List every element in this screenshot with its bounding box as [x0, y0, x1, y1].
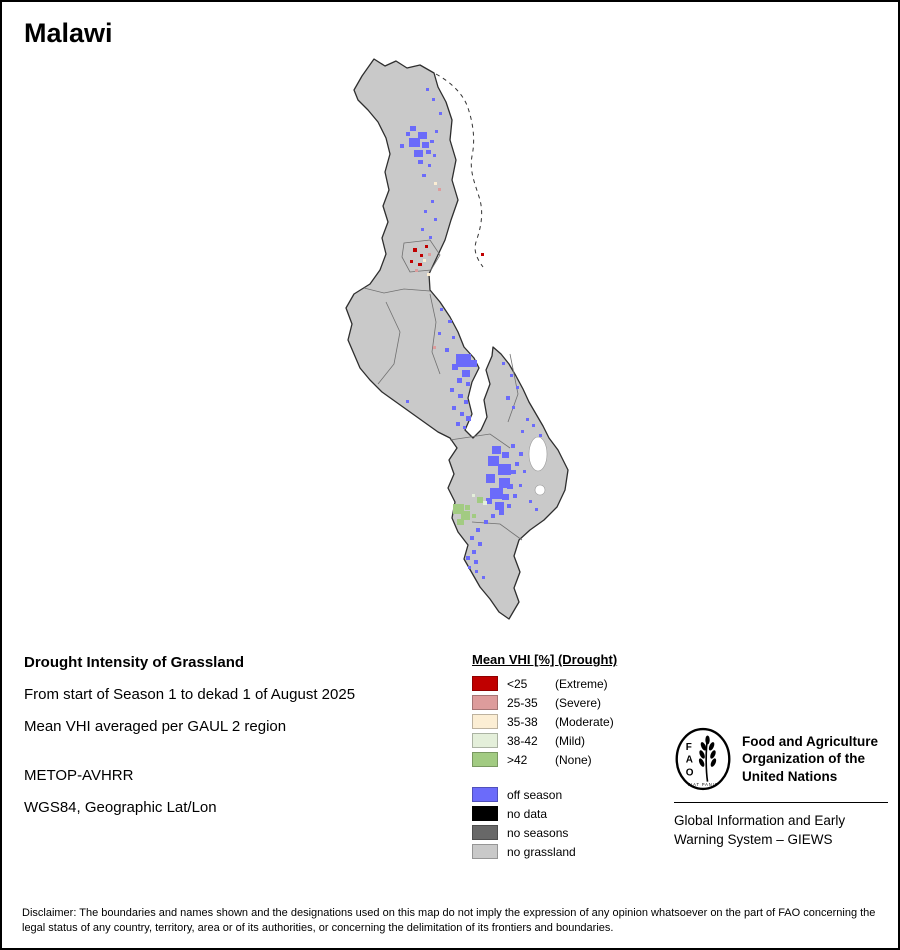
legend-row-severe: 25-35 (Severe): [472, 695, 687, 710]
legend-label: (Mild): [555, 733, 585, 748]
legend-label: no grassland: [507, 844, 576, 859]
severe-patches: [415, 188, 441, 349]
legend-label: (Moderate): [555, 714, 614, 729]
giews-line: Warning System – GIEWS: [674, 831, 833, 847]
legend-row-noseasons: no seasons: [472, 825, 687, 840]
legend-row-mild: 38-42 (Mild): [472, 733, 687, 748]
moderate-patches: [423, 182, 437, 276]
sensor-line: METOP-AVHRR: [24, 767, 134, 784]
extreme-patches: [410, 245, 484, 266]
disclaimer-text: Disclaimer: The boundaries and names sho…: [22, 907, 876, 934]
fao-identity: F A O FIAT PANIS Food and Agriculture Or…: [674, 726, 888, 792]
legend-row-none: >42 (None): [472, 752, 687, 767]
fao-name-line: United Nations: [742, 768, 838, 784]
fao-name-line: Food and Agriculture: [742, 733, 878, 749]
legend-swatch-none: [472, 752, 498, 767]
legend-swatch-moderate: [472, 714, 498, 729]
map-aggregation-line: Mean VHI averaged per GAUL 2 region: [24, 718, 287, 735]
map-period-line: From start of Season 1 to dekad 1 of Aug…: [24, 686, 356, 703]
legend-row-nograssland: no grassland: [472, 844, 687, 859]
legend-title: Mean VHI [%] (Drought): [472, 652, 618, 667]
map-subject-title: Drought Intensity of Grassland: [24, 654, 245, 671]
legend-label: off season: [507, 787, 563, 802]
legend-swatch-extreme: [472, 676, 498, 691]
giews-label: Global Information and Early Warning Sys…: [674, 812, 888, 850]
legend-range: <25: [507, 676, 528, 691]
legend: Mean VHI [%] (Drought) <25 (Extreme) 25-…: [472, 652, 687, 863]
fao-letter: O: [686, 767, 694, 778]
page-title: Malawi: [24, 18, 113, 48]
legend-row-nodata: no data: [472, 806, 687, 821]
legend-row-extreme: <25 (Extreme): [472, 676, 687, 691]
offseason-patches: [400, 88, 542, 579]
legend-range: 35-38: [507, 714, 538, 729]
legend-range: 25-35: [507, 695, 538, 710]
legend-label: (Severe): [555, 695, 602, 710]
fiat-panis-motto: FIAT PANIS: [688, 782, 719, 787]
fao-letter: F: [686, 742, 692, 753]
lake-chilwa-area: [528, 436, 548, 496]
fao-block: F A O FIAT PANIS Food and Agriculture Or…: [674, 726, 888, 850]
lake-boundary-dashed: [435, 73, 484, 268]
projection-line: WGS84, Geographic Lat/Lon: [24, 799, 217, 816]
legend-row-moderate: 35-38 (Moderate): [472, 714, 687, 729]
map-info-block: Drought Intensity of Grassland From star…: [24, 654, 454, 831]
legend-label: (Extreme): [555, 676, 608, 691]
legend-swatch-noseasons: [472, 825, 498, 840]
legend-label: (None): [555, 752, 592, 767]
legend-swatch-offseason: [472, 787, 498, 802]
fao-name-line: Organization of the: [742, 751, 865, 767]
legend-range: 38-42: [507, 733, 538, 748]
fao-logo-icon: F A O FIAT PANIS: [675, 727, 731, 791]
footer-divider: [674, 802, 888, 803]
giews-line: Global Information and Early: [674, 813, 846, 828]
legend-swatch-severe: [472, 695, 498, 710]
fao-organization-name: Food and Agriculture Organization of the…: [742, 733, 878, 786]
legend-row-offseason: off season: [472, 787, 687, 802]
legend-label: no seasons: [507, 825, 569, 840]
country-shape: [345, 58, 569, 620]
legend-swatch-mild: [472, 733, 498, 748]
legend-spacer: [472, 771, 687, 787]
legend-label: no data: [507, 806, 548, 821]
mild-patches: [472, 494, 487, 505]
legend-swatch-nograssland: [472, 844, 498, 859]
fao-letter: A: [686, 755, 693, 766]
legend-swatch-nodata: [472, 806, 498, 821]
district-boundaries: [363, 239, 523, 541]
none-patches: [453, 497, 483, 525]
legend-range: >42: [507, 752, 528, 767]
